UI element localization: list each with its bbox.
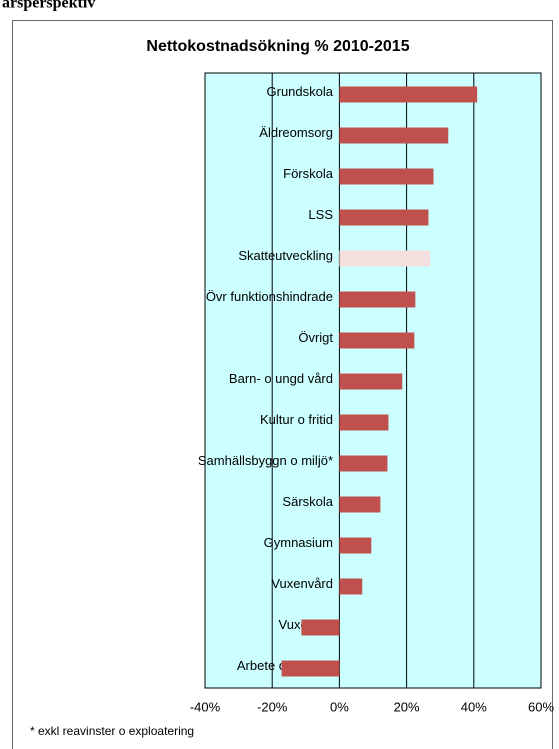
y-tick-label: Gymnasium <box>264 535 333 550</box>
footnote: * exkl reavinster o exploatering <box>30 724 194 738</box>
y-tick-label: Övrigt <box>298 330 333 345</box>
bar <box>339 578 363 595</box>
y-tick-label: Särskola <box>282 494 333 509</box>
x-tick-label: 60% <box>528 699 554 714</box>
x-tick-label: 20% <box>394 699 420 714</box>
y-tick-label: Barn- o ungd vård <box>229 371 333 386</box>
bar <box>339 414 389 431</box>
x-tick-label: -20% <box>257 699 288 714</box>
y-tick-label: Övr funktionshindrade <box>206 289 333 304</box>
y-tick-label: Förskola <box>283 166 334 181</box>
x-tick-label: 0% <box>330 699 349 714</box>
header: årsperspektiv <box>2 0 95 12</box>
bar <box>339 250 431 267</box>
bar <box>301 619 340 636</box>
bar <box>281 660 340 677</box>
bar <box>339 291 416 308</box>
y-tick-label: Grundskola <box>267 84 334 99</box>
bar <box>339 373 403 390</box>
bar <box>339 496 381 513</box>
y-tick-label: Vuxenvård <box>271 576 333 591</box>
chart-title: Nettokostnadsökning % 2010-2015 <box>146 38 409 55</box>
y-tick-label: LSS <box>308 207 333 222</box>
x-tick-label: -40% <box>190 699 221 714</box>
bar <box>339 332 415 349</box>
y-tick-label: Äldreomsorg <box>259 125 333 140</box>
y-tick-label: Skatteutveckling <box>238 248 333 263</box>
bar <box>339 86 478 103</box>
y-tick-label: Samhällsbyggn o miljö* <box>198 453 333 468</box>
bar <box>339 537 372 554</box>
bar <box>339 455 388 472</box>
bar <box>339 127 449 144</box>
bar <box>339 209 429 226</box>
bar <box>339 168 434 185</box>
x-tick-label: 40% <box>461 699 487 714</box>
y-tick-label: Kultur o fritid <box>260 412 333 427</box>
frame <box>12 20 553 749</box>
